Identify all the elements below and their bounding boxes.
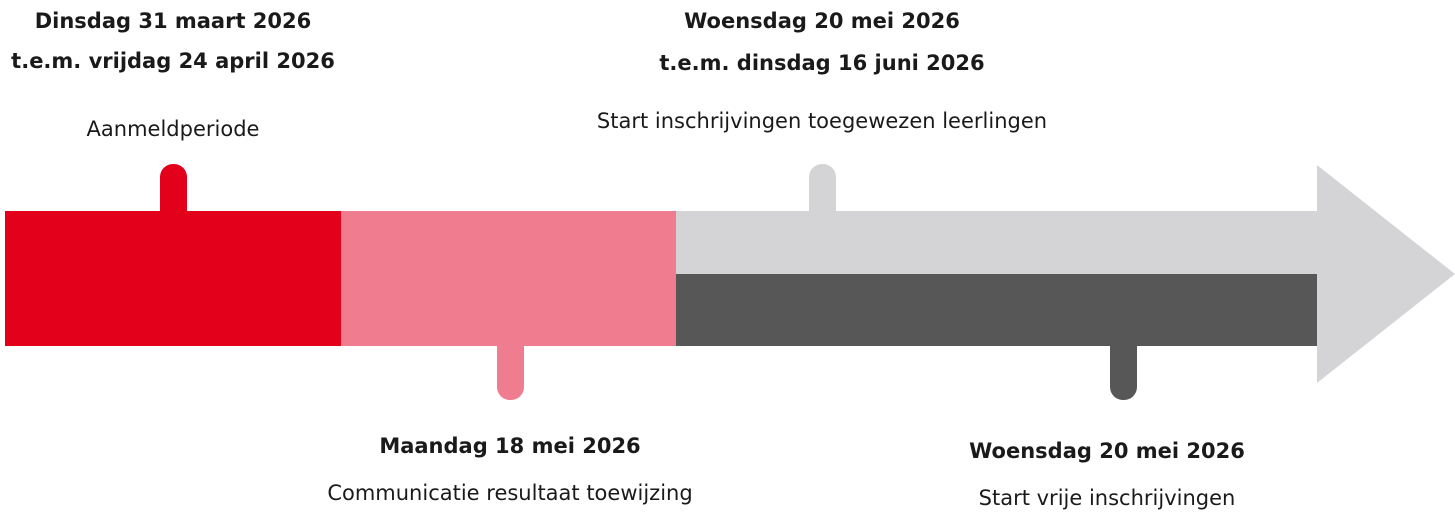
label: Aanmeldperiode — [87, 117, 260, 141]
segment-communicatie — [341, 211, 677, 346]
date: Woensdag 20 mei 2026 — [969, 439, 1245, 463]
label: Start inschrijvingen toegewezen leerling… — [597, 109, 1047, 133]
tick-toegewezen — [809, 164, 836, 224]
date: t.e.m. vrijdag 24 april 2026 — [11, 49, 335, 73]
tick-communicatie — [497, 330, 524, 400]
segment-vrij — [676, 274, 1317, 346]
segment-aanmeld — [5, 211, 342, 346]
date: Woensdag 20 mei 2026 — [684, 9, 960, 33]
label: Communicatie resultaat toewijzing — [327, 481, 692, 505]
tick-aanmeld — [160, 164, 187, 224]
date: Dinsdag 31 maart 2026 — [35, 9, 312, 33]
date: t.e.m. dinsdag 16 juni 2026 — [659, 51, 984, 75]
date: Maandag 18 mei 2026 — [379, 434, 640, 458]
label: Start vrije inschrijvingen — [979, 486, 1236, 510]
tick-vrij — [1110, 330, 1137, 400]
